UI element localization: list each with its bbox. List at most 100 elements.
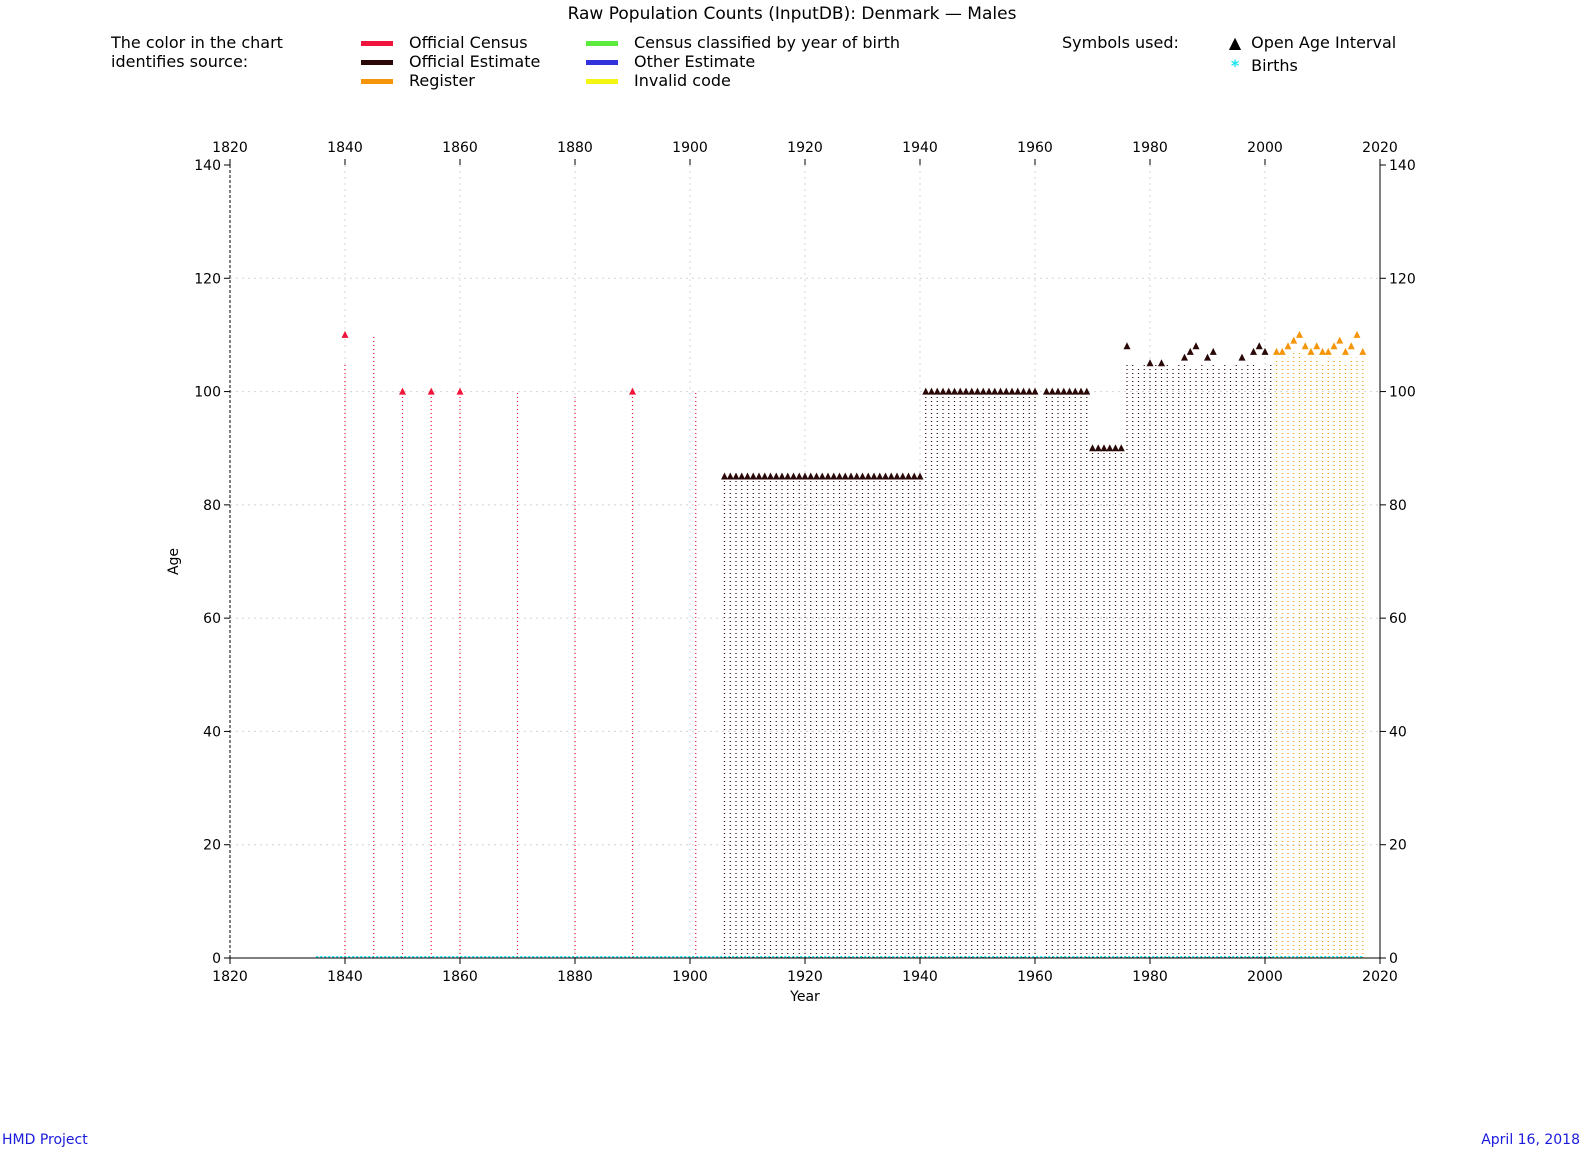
open-age-marker (1255, 342, 1263, 350)
open-age-marker (1192, 342, 1200, 350)
x-tick-label: 1880 (557, 969, 593, 985)
footer-date: April 16, 2018 (1481, 1132, 1580, 1148)
open-age-marker (870, 472, 878, 480)
legend-swatch (586, 60, 618, 65)
legend-intro-line2: identifies source: (111, 52, 249, 71)
legend-label: Official Estimate (409, 52, 541, 71)
open-age-marker (939, 387, 947, 395)
open-age-marker (1060, 387, 1068, 395)
open-age-marker (1186, 347, 1194, 355)
y-tick-label: 80 (203, 498, 221, 514)
x-tick-label: 1940 (902, 969, 938, 985)
open-age-marker (1071, 387, 1079, 395)
open-age-marker (1123, 342, 1131, 350)
x-tick-label-top: 1840 (327, 140, 363, 156)
open-age-marker (772, 472, 780, 480)
legend-swatch (586, 79, 618, 84)
open-age-marker (876, 472, 884, 480)
open-age-marker (1319, 347, 1326, 355)
open-age-marker (1250, 347, 1257, 355)
open-age-marker (749, 472, 757, 480)
open-age-marker (905, 472, 912, 480)
y-tick-label: 120 (194, 271, 221, 287)
open-age-marker (755, 472, 763, 480)
open-age-marker (1238, 353, 1246, 361)
y-tick-label: 0 (212, 951, 221, 967)
open-age-marker (726, 472, 734, 480)
open-age-marker (997, 387, 1004, 395)
open-age-marker (1008, 387, 1016, 395)
legend-intro-line1: The color in the chart (111, 33, 283, 52)
y-tick-label-right: 40 (1389, 724, 1407, 740)
open-age-marker (864, 472, 872, 480)
triangle-icon: ▲ (1228, 33, 1242, 52)
legend-swatch (361, 41, 393, 46)
y-tick-label: 20 (203, 838, 221, 854)
symbol-label: Births (1251, 56, 1298, 75)
x-tick-label: 1900 (672, 969, 708, 985)
legend-intro: The color in the chart identifies source… (111, 33, 283, 71)
open-age-marker (744, 472, 751, 480)
open-age-marker (985, 387, 993, 395)
x-tick-label-top: 2020 (1362, 140, 1398, 156)
open-age-marker (721, 472, 728, 480)
open-age-marker (830, 472, 838, 480)
open-age-marker (399, 387, 406, 395)
y-axis-label: Age (166, 548, 182, 575)
open-age-marker (1054, 387, 1062, 395)
open-age-marker (1002, 387, 1010, 395)
open-age-marker (1181, 353, 1188, 361)
open-age-marker (1020, 387, 1027, 395)
open-age-marker (1117, 444, 1125, 452)
open-age-marker (910, 472, 918, 480)
x-tick-label-top: 2000 (1247, 140, 1283, 156)
open-age-marker (1014, 387, 1022, 395)
open-age-marker (1359, 347, 1367, 355)
open-age-marker (1158, 359, 1165, 367)
open-age-marker (1296, 330, 1303, 338)
open-age-marker (1106, 444, 1114, 452)
open-age-marker (962, 387, 970, 395)
y-tick-label-right: 100 (1389, 385, 1416, 401)
open-age-marker (1100, 444, 1108, 452)
x-tick-label-top: 1900 (672, 140, 708, 156)
open-age-marker (841, 472, 849, 480)
open-age-marker (738, 472, 746, 480)
open-age-marker (956, 387, 964, 395)
x-tick-label: 1840 (327, 969, 363, 985)
open-age-marker (629, 387, 636, 395)
open-age-marker (974, 387, 981, 395)
open-age-marker (1290, 336, 1298, 344)
x-tick-label-top: 1880 (557, 140, 593, 156)
open-age-marker (1043, 387, 1050, 395)
open-age-marker (1301, 342, 1309, 350)
symbol-open-age: ▲ Open Age Interval (1224, 33, 1396, 52)
open-age-marker (790, 472, 797, 480)
x-tick-label-top: 1940 (902, 140, 938, 156)
legend-label: Census classified by year of birth (634, 33, 900, 52)
legend-swatch (586, 41, 618, 46)
open-age-marker (1353, 330, 1361, 338)
legend-label: Invalid code (634, 71, 731, 90)
open-age-marker (991, 387, 999, 395)
open-age-marker (859, 472, 866, 480)
open-age-marker (1204, 353, 1211, 361)
open-age-marker (1324, 347, 1332, 355)
symbol-label: Open Age Interval (1251, 33, 1397, 52)
open-age-marker (951, 387, 958, 395)
open-age-marker (813, 472, 820, 480)
x-tick-label: 1820 (212, 969, 248, 985)
open-age-marker (1278, 347, 1286, 355)
open-age-marker (928, 387, 935, 395)
open-age-marker (836, 472, 843, 480)
symbol-births: * Births (1224, 56, 1298, 75)
open-age-marker (1112, 444, 1119, 452)
x-tick-label: 1860 (442, 969, 478, 985)
open-age-marker (1048, 387, 1056, 395)
legend-label: Official Census (409, 33, 528, 52)
open-age-marker (945, 387, 953, 395)
y-tick-label: 140 (194, 158, 221, 174)
open-age-marker (732, 472, 740, 480)
open-age-marker (1066, 387, 1073, 395)
